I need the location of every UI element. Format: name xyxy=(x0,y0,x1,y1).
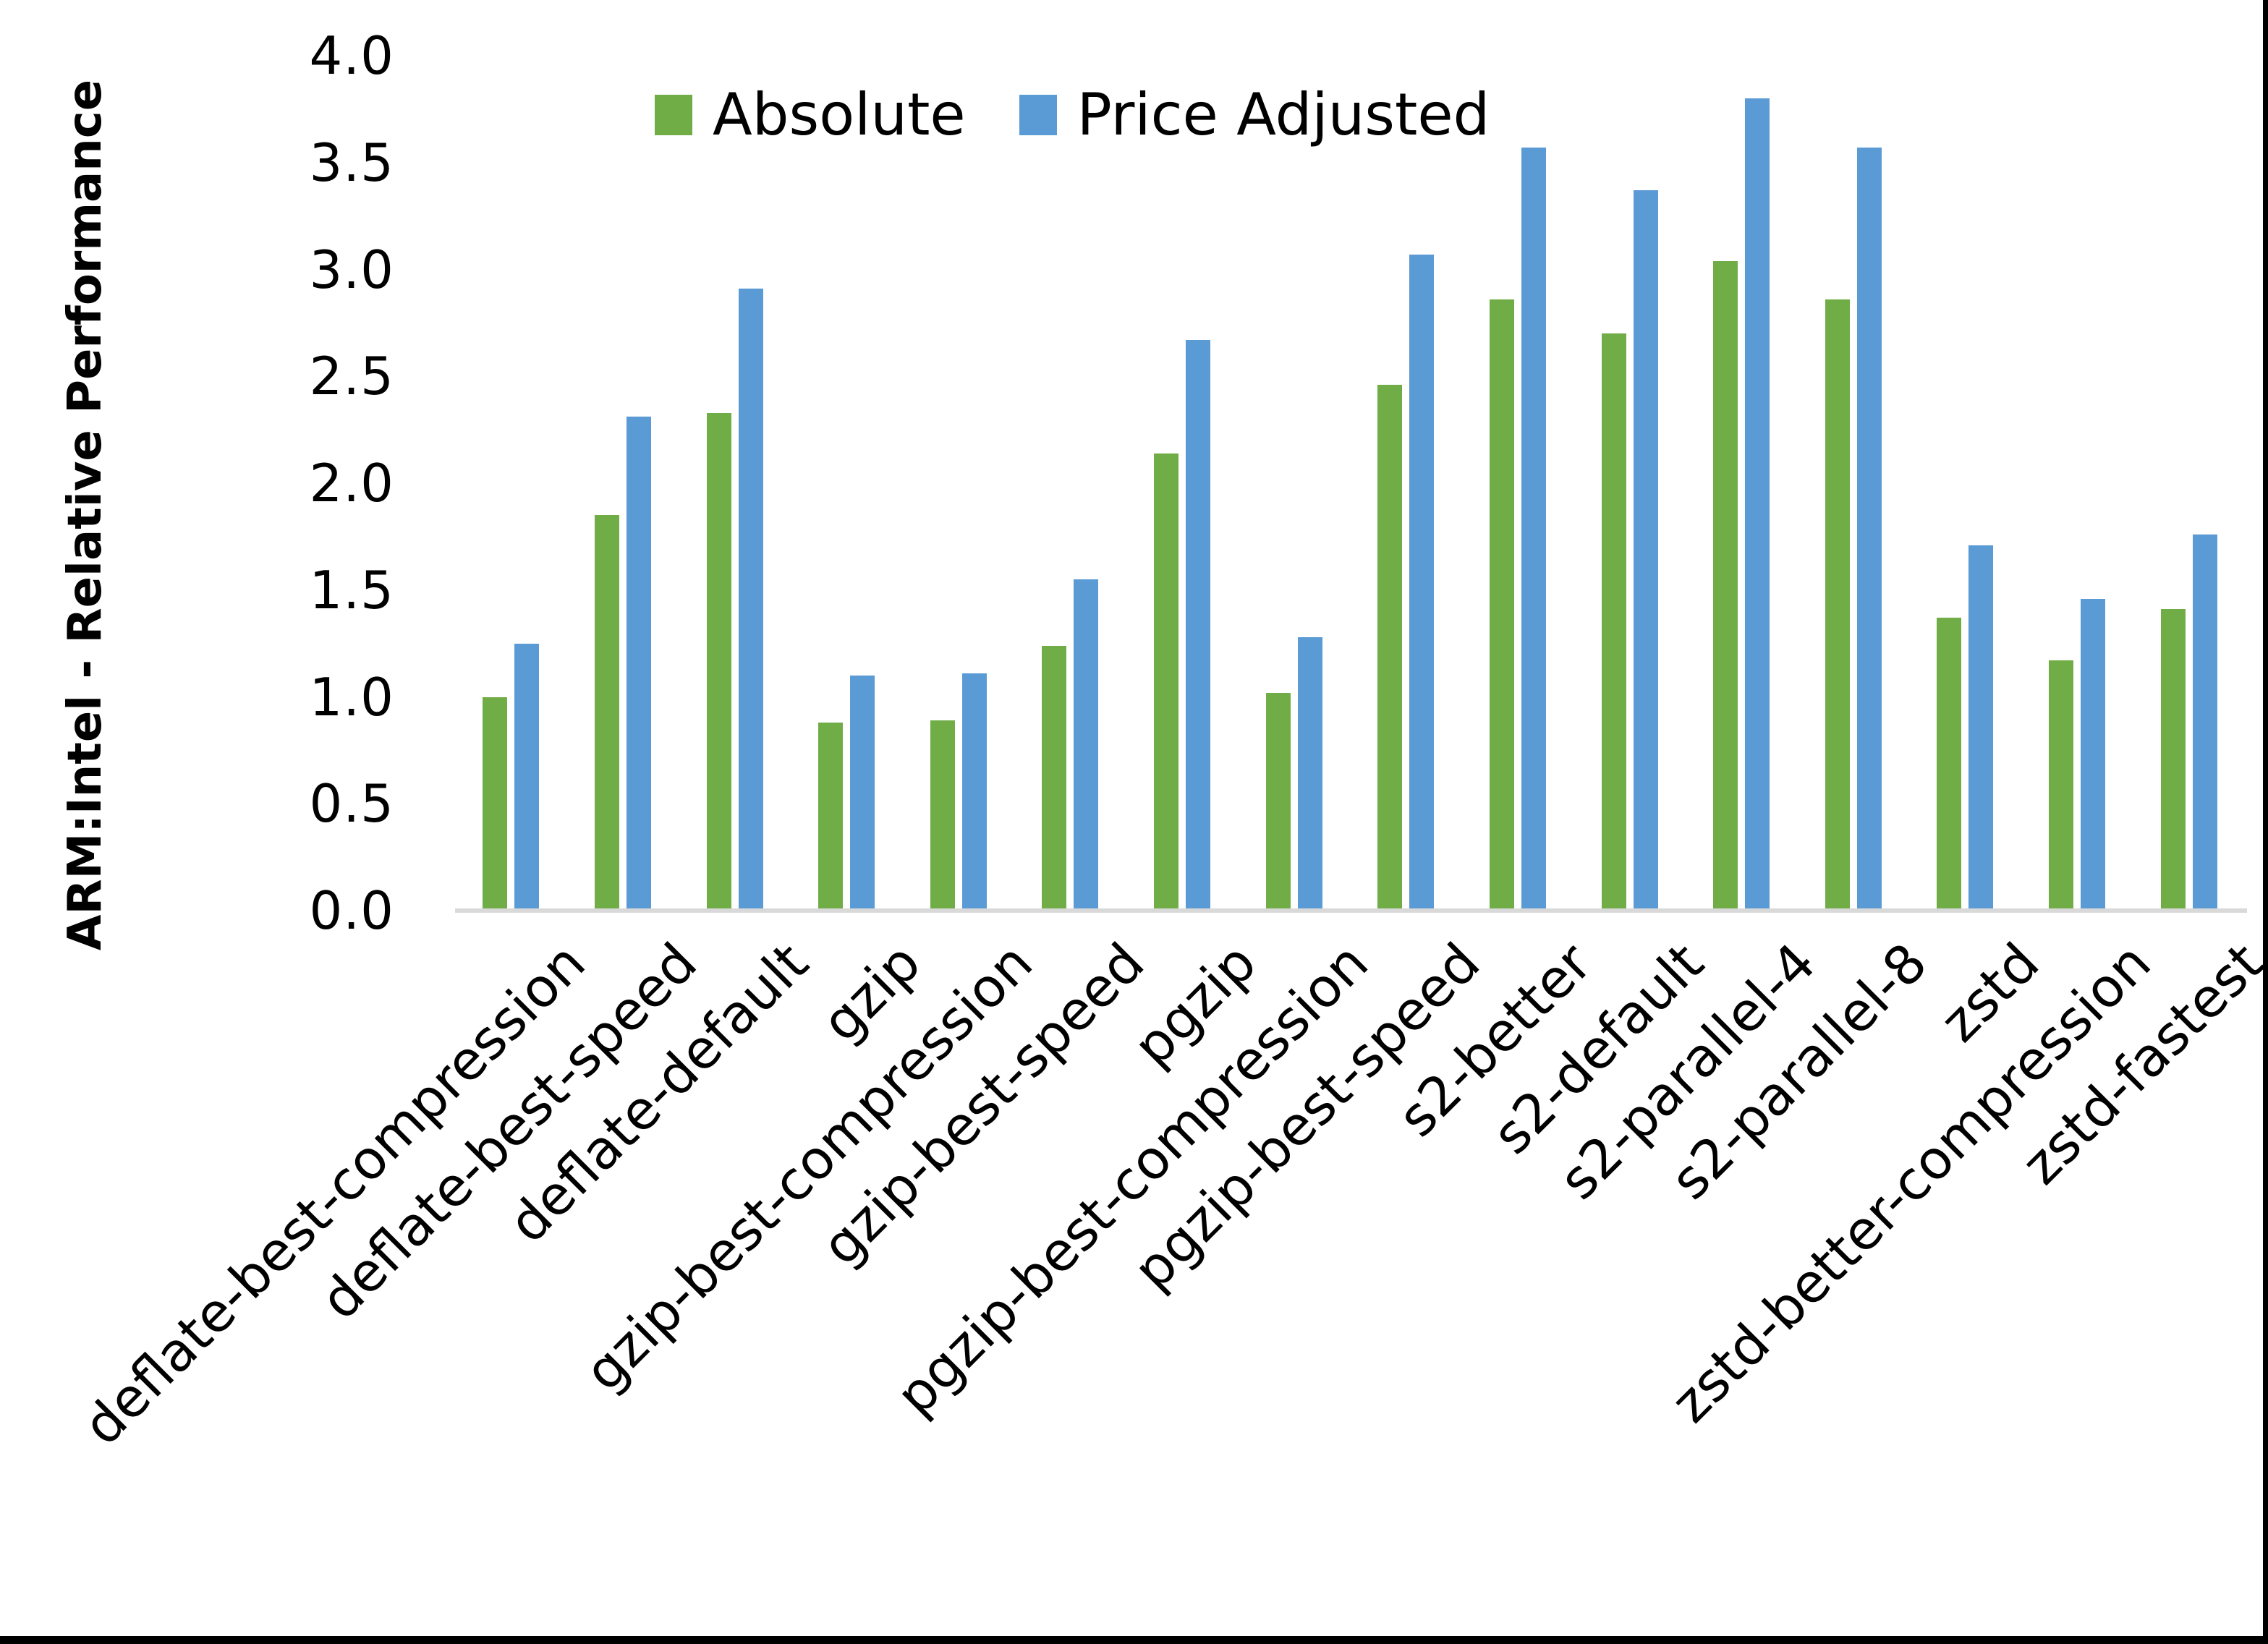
bar-absolute-deflate-best-compression xyxy=(483,697,508,911)
y-axis-tick-label: 3.0 xyxy=(309,239,394,300)
plot-area xyxy=(455,56,2245,911)
bar-absolute-zstd-better-compression xyxy=(2049,660,2074,911)
y-axis-tick-label: 4.0 xyxy=(309,25,394,86)
bar-group xyxy=(1238,56,1350,911)
bar-absolute-gzip-best-speed xyxy=(1042,645,1067,911)
bar-absolute-gzip xyxy=(818,722,844,911)
bar-absolute-pgzip xyxy=(1154,453,1179,911)
bar-price-adjusted-s2-parallel-4 xyxy=(1745,98,1770,911)
bar-group xyxy=(903,56,1015,911)
legend-swatch-price-adjusted-icon xyxy=(1019,94,1057,135)
bar-price-adjusted-zstd-better-compression xyxy=(2081,598,2106,911)
bar-group xyxy=(1798,56,1910,911)
bar-price-adjusted-deflate-best-speed xyxy=(626,417,651,911)
legend-swatch-absolute-icon xyxy=(655,94,692,135)
bar-price-adjusted-gzip-best-compression xyxy=(961,673,987,911)
bar-absolute-pgzip-best-speed xyxy=(1377,385,1403,911)
bar-price-adjusted-s2-parallel-8 xyxy=(1856,148,1882,911)
bar-absolute-gzip-best-compression xyxy=(930,720,955,911)
bar-group xyxy=(1014,56,1126,911)
legend-label: Price Adjusted xyxy=(1076,81,1490,148)
y-axis-tick-label: 0.0 xyxy=(309,880,394,941)
bar-group xyxy=(1462,56,1574,911)
bar-absolute-s2-parallel-4 xyxy=(1713,260,1738,911)
frame-border-right xyxy=(2263,0,2268,1644)
bar-price-adjusted-s2-default xyxy=(1633,190,1658,911)
bar-group xyxy=(1126,56,1239,911)
y-axis-tick-label: 2.0 xyxy=(309,453,394,514)
bar-absolute-deflate-default xyxy=(706,412,731,911)
y-axis-tick-label: 3.5 xyxy=(309,132,394,193)
bar-price-adjusted-gzip xyxy=(850,675,875,911)
bar-group xyxy=(679,56,791,911)
bar-absolute-pgzip-best-compression xyxy=(1265,692,1291,911)
bar-absolute-deflate-best-speed xyxy=(594,515,619,911)
y-axis-tick-label: 0.5 xyxy=(309,773,394,835)
bar-group xyxy=(567,56,679,911)
bar-price-adjusted-gzip-best-speed xyxy=(1074,579,1099,911)
bar-price-adjusted-pgzip-best-compression xyxy=(1297,636,1322,911)
legend: Absolute Price Adjusted xyxy=(655,81,1490,148)
bar-absolute-zstd xyxy=(1937,618,1962,911)
y-axis-tick-label: 1.5 xyxy=(309,559,394,621)
legend-label: Absolute xyxy=(713,81,966,148)
bar-group xyxy=(1350,56,1462,911)
bar-price-adjusted-pgzip-best-speed xyxy=(1409,254,1435,911)
bar-group xyxy=(2021,56,2133,911)
bar-group xyxy=(1686,56,1798,911)
bar-price-adjusted-deflate-default xyxy=(738,289,763,911)
bar-absolute-s2-parallel-8 xyxy=(1825,299,1850,911)
bar-price-adjusted-deflate-best-compression xyxy=(514,643,540,911)
legend-item-price-adjusted: Price Adjusted xyxy=(1019,81,1490,148)
bar-group xyxy=(455,56,567,911)
bar-price-adjusted-zstd-fastest xyxy=(2192,534,2217,911)
bar-absolute-s2-default xyxy=(1601,333,1626,911)
bar-absolute-zstd-fastest xyxy=(2160,609,2186,911)
bar-group xyxy=(1909,56,2021,911)
bar-group xyxy=(1573,56,1686,911)
legend-item-absolute: Absolute xyxy=(655,81,966,148)
bar-price-adjusted-zstd xyxy=(1968,545,1994,911)
x-axis-baseline xyxy=(455,908,2247,913)
frame-border-bottom xyxy=(0,1636,2268,1644)
y-axis-tick-label: 2.5 xyxy=(309,346,394,407)
bar-price-adjusted-pgzip xyxy=(1186,340,1211,911)
y-axis-title: ARM:Intel - Relative Performance xyxy=(59,79,112,951)
bar-absolute-s2-better xyxy=(1489,299,1514,911)
bar-price-adjusted-s2-better xyxy=(1521,148,1546,911)
y-axis-tick-label: 1.0 xyxy=(309,666,394,728)
bar-group xyxy=(791,56,903,911)
bar-group xyxy=(2133,56,2245,911)
